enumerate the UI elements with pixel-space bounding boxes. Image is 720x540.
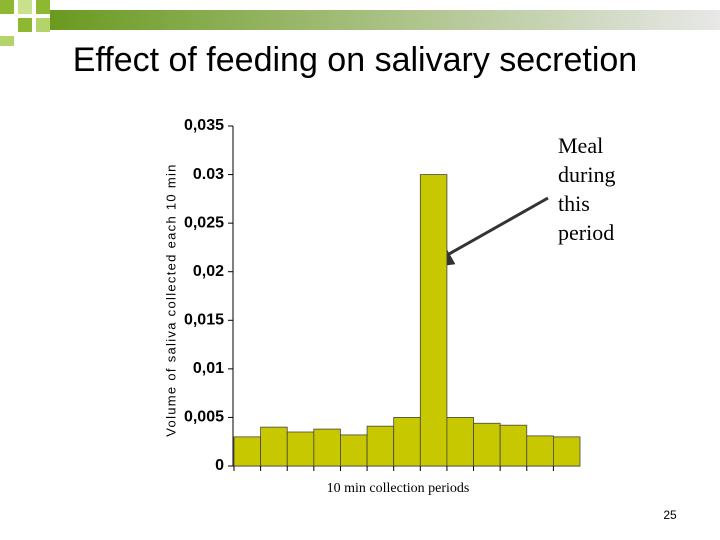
decor-squares — [0, 0, 50, 46]
bar — [313, 428, 341, 467]
y-tick-label: 0,005 — [184, 409, 224, 426]
bar — [552, 436, 581, 467]
annotation: Meal during this period — [558, 133, 616, 245]
bar — [446, 417, 474, 467]
bar — [419, 174, 448, 467]
slide-number: 25 — [663, 508, 677, 522]
y-tick-label: 0,01 — [193, 360, 224, 377]
y-tick-label: 0,025 — [184, 214, 224, 231]
y-tick-label: 0,02 — [193, 263, 224, 280]
bar — [499, 424, 528, 467]
bar — [233, 436, 262, 467]
bar — [286, 431, 315, 467]
bar — [340, 434, 368, 467]
bar — [366, 425, 395, 467]
bar — [393, 417, 421, 467]
bar — [526, 435, 554, 467]
x-axis-title: 10 min collection periods — [327, 481, 470, 496]
y-axis-title: Volume of saliva collected each 10 min — [163, 163, 178, 436]
bar — [260, 426, 288, 467]
header-bar — [50, 10, 720, 30]
y-tick-label: 0.03 — [193, 166, 224, 183]
y-tick-label: 0 — [215, 457, 224, 474]
slide-title: Effect of feeding on salivary secretion — [73, 41, 637, 79]
bar — [473, 422, 501, 467]
y-tick-label: 0,035 — [184, 117, 224, 134]
y-tick-label: 0,015 — [184, 312, 224, 329]
